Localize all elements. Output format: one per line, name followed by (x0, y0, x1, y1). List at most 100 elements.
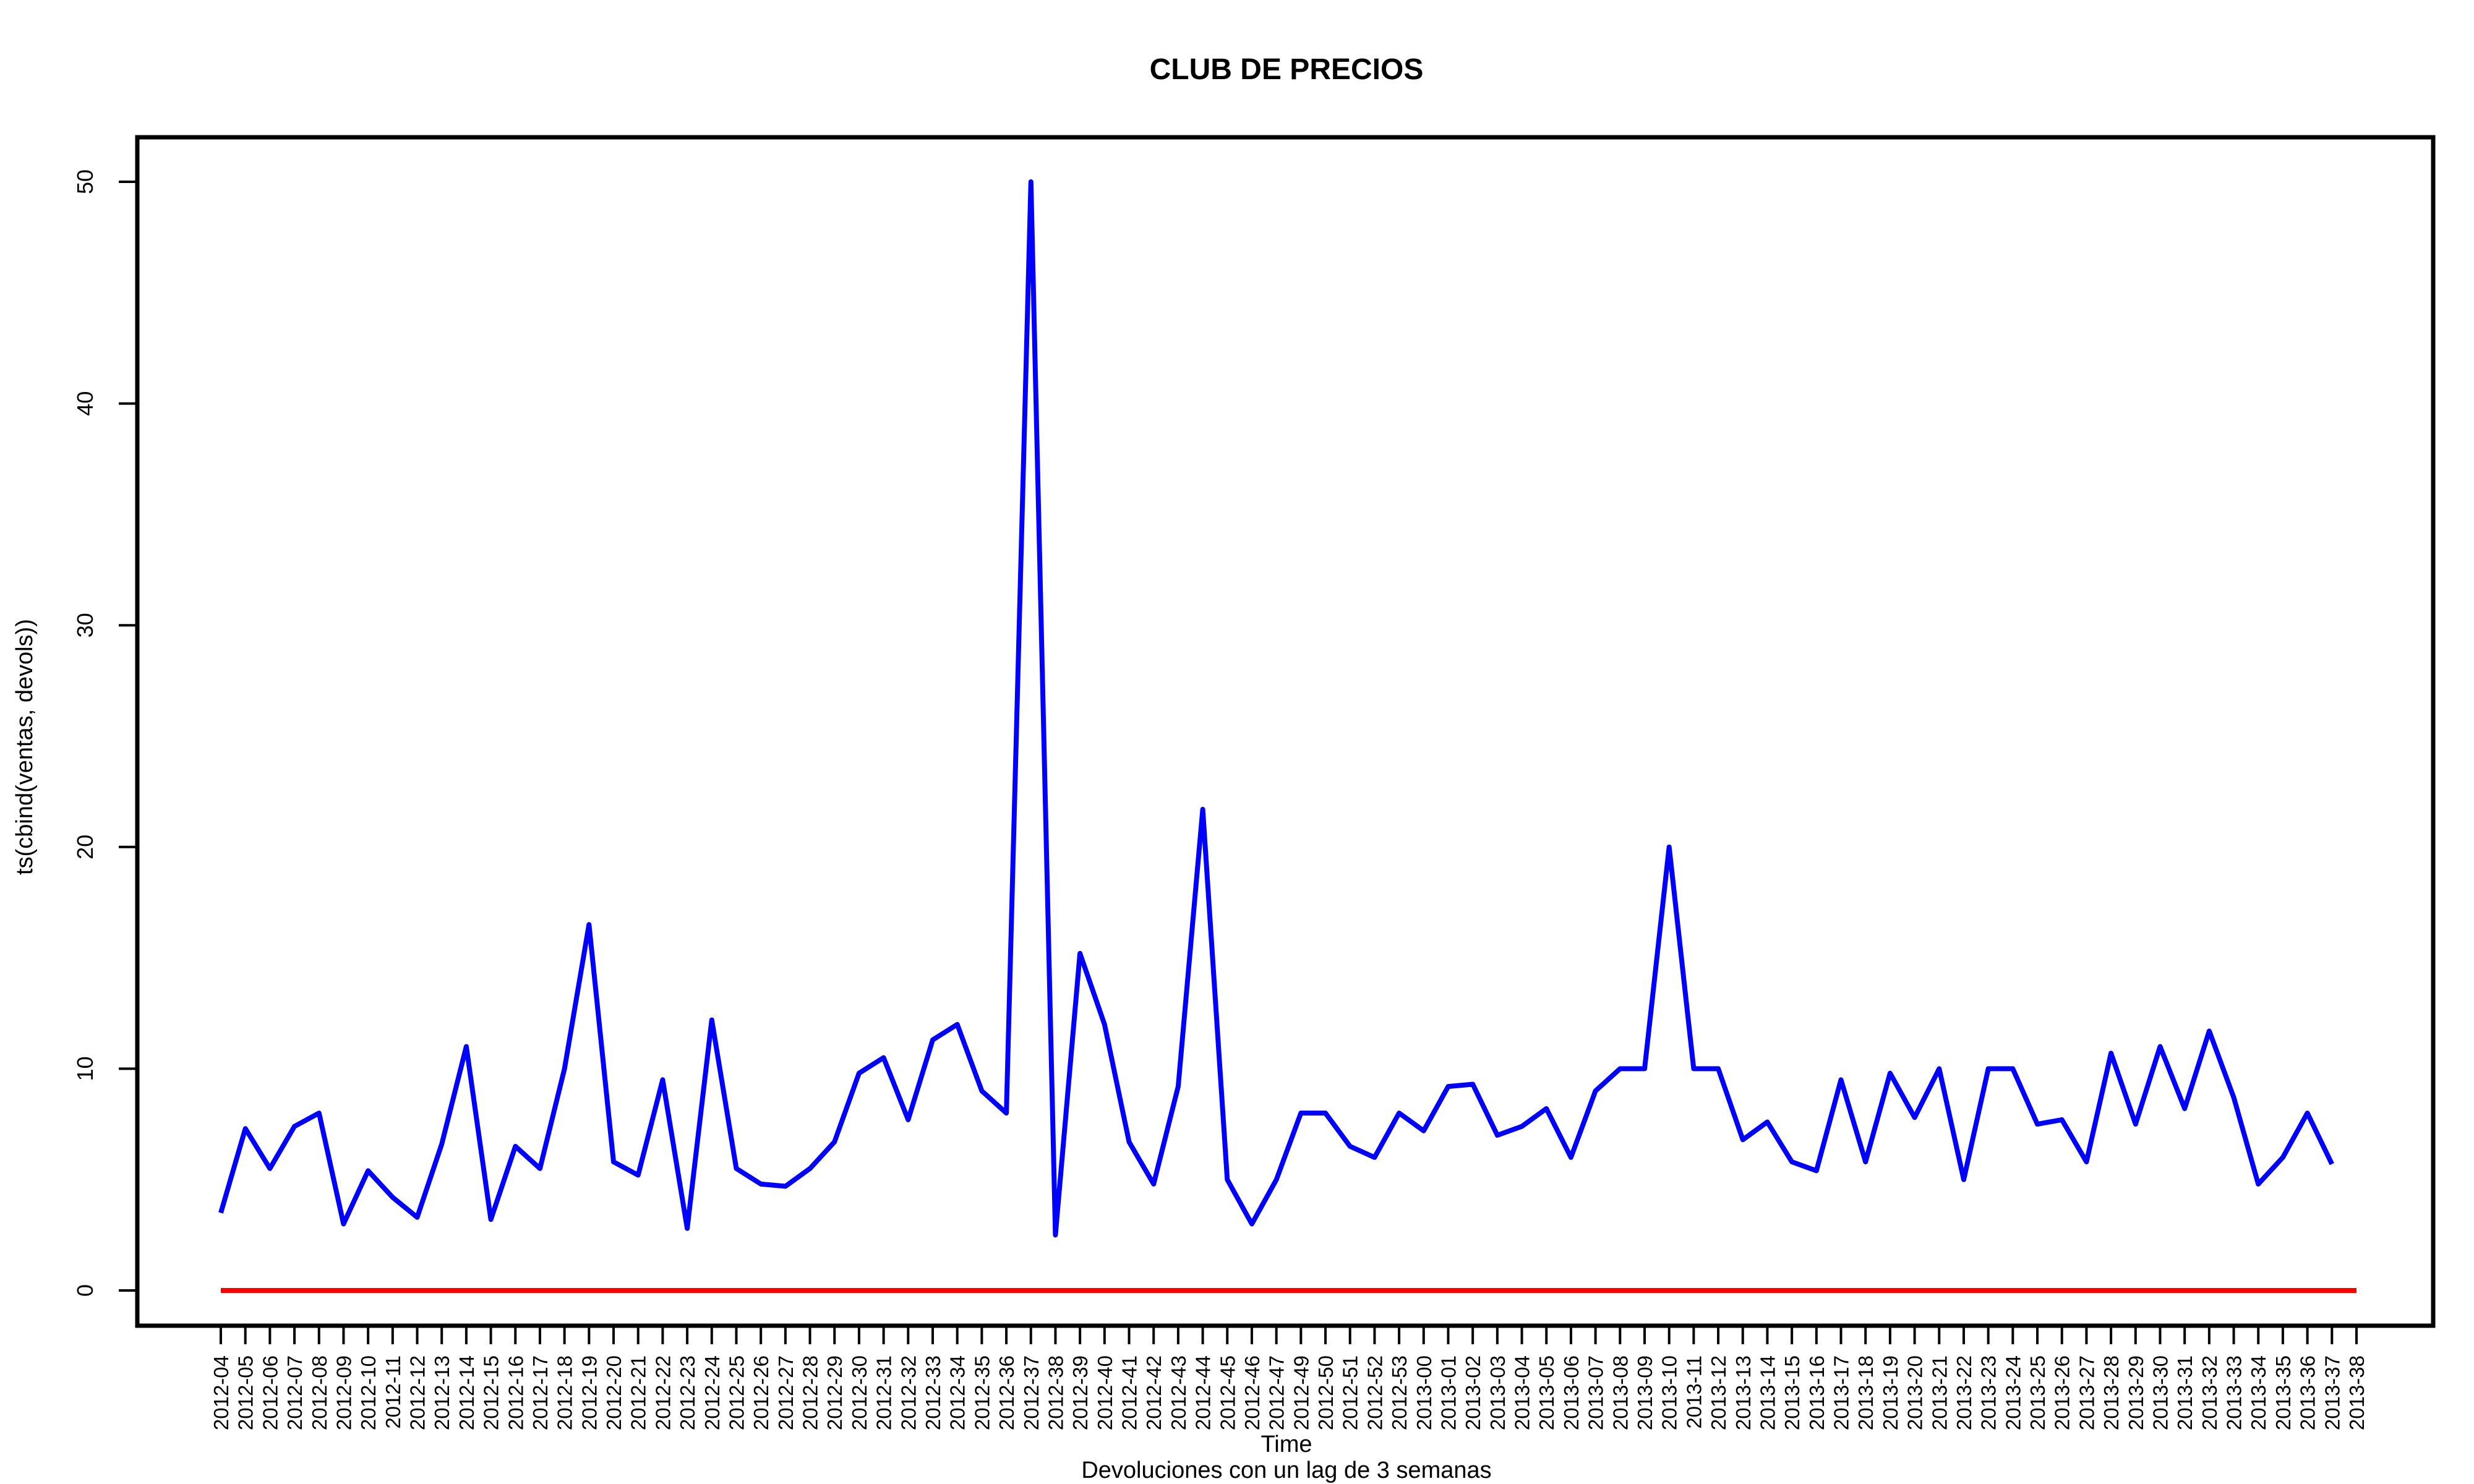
x-tick-label: 2013-30 (2149, 1355, 2172, 1430)
x-tick-label: 2012-24 (701, 1355, 724, 1430)
x-tick-label: 2012-43 (1167, 1355, 1190, 1430)
x-tick-label: 2012-05 (234, 1355, 257, 1430)
x-tick-label: 2012-08 (308, 1355, 331, 1430)
x-tick-label: 2013-12 (1707, 1355, 1730, 1430)
x-tick-label: 2013-35 (2272, 1355, 2295, 1430)
x-tick-label: 2012-19 (578, 1355, 601, 1430)
x-tick-label: 2012-34 (946, 1355, 969, 1430)
x-tick-label: 2012-16 (504, 1355, 527, 1430)
x-tick-label: 2013-14 (1756, 1355, 1779, 1430)
x-tick-label: 2013-24 (2001, 1355, 2024, 1430)
x-tick-label: 2012-27 (774, 1355, 797, 1430)
x-tick-label: 2012-36 (995, 1355, 1018, 1430)
x-tick-label: 2012-53 (1388, 1355, 1411, 1430)
x-tick-label: 2013-27 (2075, 1355, 2098, 1430)
x-tick-label: 2012-47 (1265, 1355, 1288, 1430)
x-tick-label: 2013-15 (1781, 1355, 1804, 1430)
x-tick-label: 2012-09 (332, 1355, 355, 1430)
y-axis-label: ts(cbind(ventas, devols)) (12, 619, 38, 875)
series-layer (218, 179, 2356, 1293)
x-tick-label: 2012-22 (651, 1355, 674, 1430)
chart-subtitle: Devoluciones con un lag de 3 semanas (1081, 1457, 1491, 1483)
x-tick-label: 2012-29 (823, 1355, 846, 1430)
x-tick-label: 2013-02 (1462, 1355, 1484, 1430)
x-tick-label: 2012-10 (357, 1355, 380, 1430)
x-tick-label: 2012-12 (406, 1355, 429, 1430)
x-tick-label: 2012-32 (897, 1355, 920, 1430)
x-tick-label: 2012-45 (1216, 1355, 1239, 1430)
y-tick-label: 0 (72, 1284, 98, 1297)
x-tick-label: 2013-28 (2100, 1355, 2123, 1430)
y-tick-label: 30 (72, 613, 98, 638)
series-line-1 (218, 179, 2334, 1238)
x-axis-label: Time (1261, 1431, 1312, 1457)
x-tick-label: 2012-38 (1044, 1355, 1067, 1430)
y-tick-label: 50 (72, 169, 98, 194)
y-tick-label: 40 (72, 391, 98, 416)
x-axis: 2012-04 2012-05 2012-06 2012-07 2012-08 2012-… (210, 1324, 2368, 1430)
x-tick-label: 2012-23 (676, 1355, 699, 1430)
x-tick-label: 2012-39 (1069, 1355, 1092, 1430)
x-tick-label: 2012-13 (430, 1355, 453, 1430)
x-tick-label: 2013-01 (1437, 1355, 1460, 1430)
x-tick-label: 2012-17 (529, 1355, 552, 1430)
x-tick-label: 2013-00 (1413, 1355, 1436, 1430)
y-tick-label: 20 (72, 835, 98, 859)
x-tick-label: 2013-03 (1486, 1355, 1509, 1430)
x-tick-label: 2013-26 (2051, 1355, 2074, 1430)
x-tick-label: 2012-44 (1192, 1355, 1215, 1430)
x-tick-label: 2012-06 (259, 1355, 281, 1430)
x-tick-label: 2012-50 (1314, 1355, 1337, 1430)
x-tick-label: 2013-20 (1904, 1355, 1927, 1430)
x-tick-label: 2012-28 (799, 1355, 822, 1430)
x-tick-label: 2012-07 (283, 1355, 306, 1430)
x-tick-label: 2012-49 (1290, 1355, 1312, 1430)
x-tick-label: 2013-38 (2345, 1355, 2368, 1430)
x-tick-label: 2013-29 (2125, 1355, 2147, 1430)
x-tick-label: 2013-18 (1854, 1355, 1877, 1430)
x-tick-label: 2012-14 (455, 1355, 478, 1430)
x-tick-label: 2013-13 (1732, 1355, 1755, 1430)
x-tick-label: 2013-36 (2296, 1355, 2319, 1430)
x-tick-label: 2013-37 (2321, 1355, 2343, 1430)
x-tick-label: 2012-25 (725, 1355, 748, 1430)
x-tick-label: 2013-22 (1953, 1355, 1975, 1430)
x-tick-label: 2012-15 (480, 1355, 503, 1430)
x-tick-label: 2013-21 (1928, 1355, 1951, 1430)
x-tick-label: 2013-17 (1830, 1355, 1853, 1430)
x-tick-label: 2013-33 (2223, 1355, 2246, 1430)
x-tick-label: 2013-23 (1977, 1355, 2000, 1430)
x-tick-label: 2013-25 (2026, 1355, 2049, 1430)
x-tick-label: 2012-26 (750, 1355, 773, 1430)
x-tick-label: 2013-10 (1658, 1355, 1681, 1430)
x-tick-label: 2012-11 (382, 1355, 404, 1429)
x-tick-label: 2013-09 (1633, 1355, 1656, 1430)
x-tick-label: 2013-32 (2198, 1355, 2221, 1430)
x-tick-label: 2012-31 (873, 1355, 896, 1430)
x-tick-label: 2013-05 (1535, 1355, 1558, 1430)
x-tick-label: 2012-35 (970, 1355, 993, 1430)
x-tick-label: 2012-21 (627, 1355, 650, 1430)
x-tick-label: 2013-34 (2247, 1355, 2270, 1430)
x-tick-label: 2012-40 (1094, 1355, 1116, 1430)
x-tick-label: 2013-19 (1879, 1355, 1902, 1430)
x-tick-label: 2012-46 (1241, 1355, 1264, 1430)
chart-title: CLUB DE PRECIOS (1150, 53, 1424, 86)
x-tick-label: 2012-37 (1020, 1355, 1043, 1430)
x-tick-label: 2012-30 (848, 1355, 871, 1430)
x-tick-label: 2013-31 (2173, 1355, 2196, 1430)
x-tick-label: 2013-07 (1585, 1355, 1607, 1430)
x-tick-label: 2012-33 (922, 1355, 944, 1430)
y-axis: 0 10 20 30 40 50 (72, 169, 139, 1297)
x-tick-label: 2012-51 (1339, 1355, 1362, 1430)
x-tick-label: 2012-18 (554, 1355, 576, 1430)
x-tick-label: 2012-42 (1142, 1355, 1165, 1430)
x-tick-label: 2013-08 (1609, 1355, 1632, 1430)
x-tick-label: 2013-04 (1511, 1355, 1534, 1430)
x-tick-label: 2013-16 (1805, 1355, 1828, 1430)
x-tick-label: 2013-06 (1560, 1355, 1583, 1430)
x-tick-label: 2012-52 (1363, 1355, 1386, 1430)
y-tick-label: 10 (72, 1056, 98, 1081)
